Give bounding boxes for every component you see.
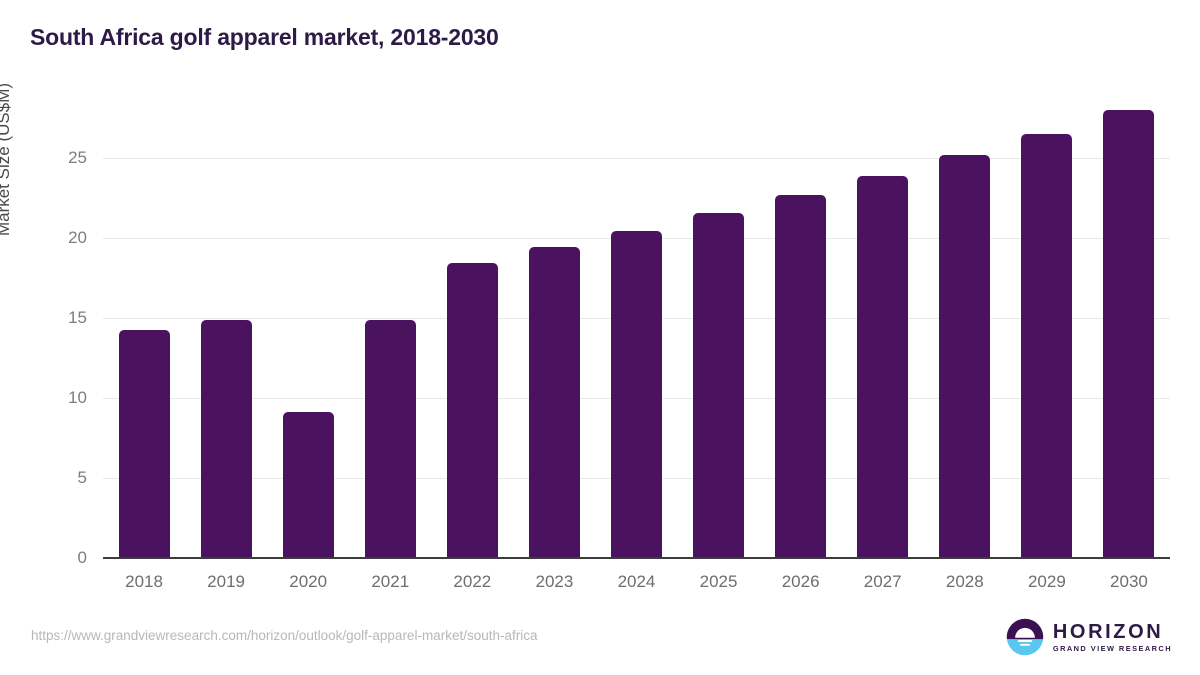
bar-series: [103, 90, 1170, 558]
y-tick-label: 20: [68, 228, 87, 247]
x-tick-label: 2029: [1027, 572, 1066, 591]
bar[interactable]: [611, 230, 662, 558]
bar[interactable]: [364, 320, 416, 558]
x-tick-label: 2018: [125, 572, 163, 591]
bar[interactable]: [118, 330, 170, 558]
bar[interactable]: [939, 154, 991, 558]
bar[interactable]: [1103, 110, 1155, 558]
bar[interactable]: [693, 213, 745, 558]
x-tick-label: 2028: [945, 572, 984, 591]
gridline: [103, 158, 1170, 159]
bar[interactable]: [200, 320, 252, 558]
x-tick-label: 2021: [371, 572, 410, 591]
x-tick-label: 2019: [207, 572, 245, 591]
x-tick-label: 2027: [863, 572, 902, 591]
logo-tagline: GRAND VIEW RESEARCH: [1052, 643, 1172, 653]
x-tick-label: 2024: [617, 572, 656, 591]
bar[interactable]: [282, 411, 334, 558]
x-tick-label: 2020: [289, 572, 328, 591]
bar[interactable]: [857, 175, 909, 558]
x-tick-label: 2026: [781, 572, 820, 591]
y-tick-label: 5: [77, 468, 87, 487]
x-tick-label: 2023: [535, 572, 574, 591]
horizon-logo-icon: [1006, 618, 1044, 656]
source-url[interactable]: https://www.grandviewresearch.com/horizo…: [31, 628, 538, 643]
y-tick-label: 0: [77, 548, 87, 567]
y-tick-label: 10: [68, 388, 87, 407]
x-tick-label: 2022: [453, 572, 492, 591]
bar[interactable]: [1021, 134, 1073, 558]
x-tick-label: 2030: [1110, 572, 1148, 591]
logo-name: HORIZON: [1052, 620, 1164, 643]
horizon-logo[interactable]: HORIZON GRAND VIEW RESEARCH: [1006, 618, 1172, 656]
horizon-logo-text: HORIZON GRAND VIEW RESEARCH: [1053, 622, 1172, 652]
y-tick-label: 15: [68, 308, 87, 327]
chart-title: South Africa golf apparel market, 2018-2…: [30, 24, 499, 50]
y-tick-label: 25: [68, 148, 87, 167]
bar[interactable]: [528, 246, 580, 558]
x-axis-line: [103, 557, 1170, 559]
x-tick-label: 2025: [699, 572, 738, 591]
bar[interactable]: [775, 194, 827, 558]
bar[interactable]: [446, 262, 498, 558]
